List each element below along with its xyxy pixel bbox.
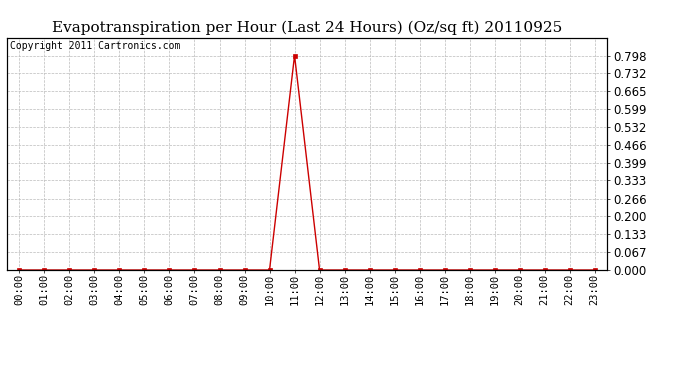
Title: Evapotranspiration per Hour (Last 24 Hours) (Oz/sq ft) 20110925: Evapotranspiration per Hour (Last 24 Hou…: [52, 21, 562, 35]
Text: Copyright 2011 Cartronics.com: Copyright 2011 Cartronics.com: [10, 41, 180, 51]
